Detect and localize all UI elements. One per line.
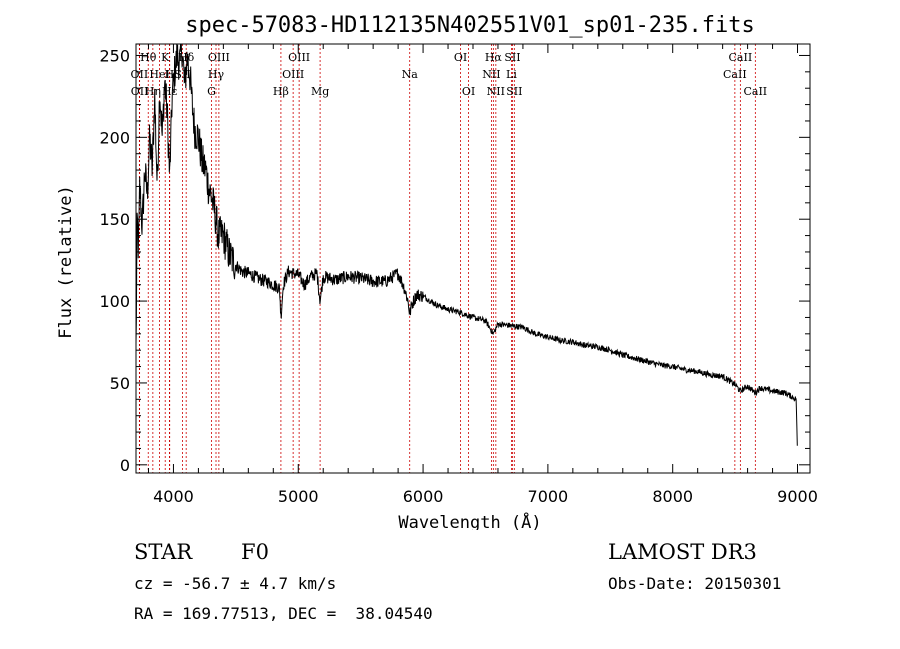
line-marker-label: K [161,51,170,64]
line-marker-group [138,44,756,473]
y-tick-label: 250 [99,46,130,65]
chart-title: spec-57083-HD112135N402551V01_sp01-235.f… [185,13,755,38]
coordinates: RA = 169.77513, DEC = 38.04540 [134,604,433,623]
x-tick-label: 4000 [153,487,194,506]
spectrum-line [135,43,798,446]
line-marker-label: OII [131,68,149,81]
plot-frame [135,43,811,474]
y-tick-label: 200 [99,128,130,147]
line-marker-label: OI [462,85,475,98]
x-tick-label: 6000 [403,487,444,506]
line-marker-label: Mg [311,85,329,98]
y-tick-label: 0 [120,456,130,475]
line-marker-label: Na [402,68,419,81]
line-marker-label: SII [504,51,520,64]
x-tick-label: 8000 [652,487,693,506]
object-type: STAR [134,540,193,564]
line-marker-label: OIII [208,51,230,64]
y-axis: 0 50 100 150 200 250 [99,46,810,475]
line-marker-label: CaII [723,68,747,81]
line-marker-label: CaII [743,85,767,98]
x-tick-label: 9000 [777,487,818,506]
y-tick-label: 150 [99,210,130,229]
y-axis-label: Flux (relative) [56,185,76,339]
x-axis: 4000 5000 6000 7000 8000 9000 [147,44,818,506]
x-axis-label: Wavelength (Å) [398,511,541,530]
x-tick-label: 7000 [528,487,569,506]
y-tick-label: 100 [99,292,130,311]
spectrum-chart: spec-57083-HD112135N402551V01_sp01-235.f… [56,13,818,530]
line-marker-label: OI [454,51,467,64]
survey-name: LAMOST DR3 [608,540,757,564]
line-marker-label: Hθ [140,51,157,64]
obs-date: Obs-Date: 20150301 [608,574,782,593]
line-marker-label: NII [487,85,505,98]
line-marker-label: Hβ [273,85,289,98]
line-marker-label: CaII [729,51,753,64]
line-marker-label: Li [506,68,517,81]
line-marker-label: OII [131,85,149,98]
line-marker-label: H [165,68,175,81]
x-tick-label: 5000 [278,487,319,506]
line-marker-label: OIII [288,51,310,64]
line-marker-label: OIII [282,68,304,81]
spectral-class: F0 [241,540,269,564]
line-marker-label: HeI [149,68,169,81]
line-marker-label: Hη [145,85,161,98]
line-marker-label: Hα [485,51,503,64]
line-marker-label: Hγ [208,68,225,81]
line-marker-label: G [207,85,216,98]
y-tick-label: 50 [110,374,130,393]
line-marker-label: SII [506,85,522,98]
line-marker-label: NII [482,68,500,81]
redshift-cz: cz = -56.7 ± 4.7 km/s [134,574,337,593]
